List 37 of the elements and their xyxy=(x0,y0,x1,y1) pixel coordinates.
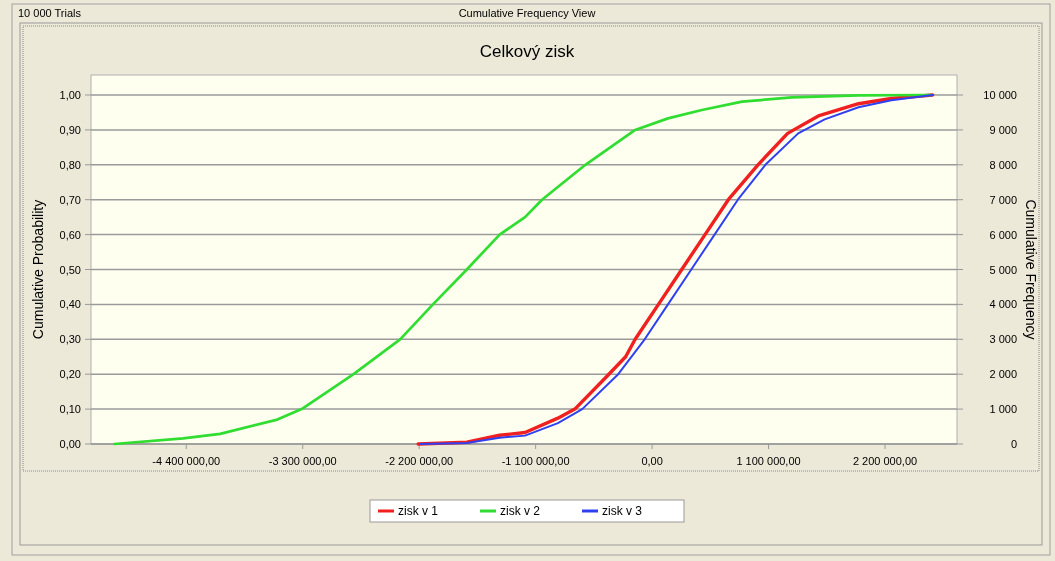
y2-tick-label: 8 000 xyxy=(989,158,1017,171)
y2-tick-label: 0 xyxy=(1010,438,1017,450)
y2-tick-label: 7 000 xyxy=(989,193,1017,206)
legend-label: zisk v 2 xyxy=(500,504,541,518)
x-tick-label: -3 300 000,00 xyxy=(268,455,337,467)
y2-axis-title: Cumulative Frequency xyxy=(1023,199,1039,340)
y-tick-label: 0,00 xyxy=(59,438,81,450)
y-tick-label: 0,30 xyxy=(59,333,81,346)
legend-label: zisk v 1 xyxy=(398,504,439,518)
y-axis-title: Cumulative Probability xyxy=(30,199,46,340)
y2-tick-label: 4 000 xyxy=(989,298,1017,311)
y-tick-label: 0,80 xyxy=(59,158,81,171)
y-tick-label: 0,70 xyxy=(59,193,81,206)
x-tick-label: -2 200 000,00 xyxy=(385,455,454,467)
text: Cumulative Frequency View xyxy=(458,7,596,19)
legend-label: zisk v 3 xyxy=(602,504,643,518)
y-tick-label: 0,10 xyxy=(59,403,81,416)
y-tick-label: 0,50 xyxy=(59,263,81,276)
y2-tick-label: 1 000 xyxy=(989,403,1017,416)
y2-tick-label: 10 000 xyxy=(983,89,1017,101)
y-tick-label: 0,20 xyxy=(59,368,81,381)
y-tick-label: 1,00 xyxy=(59,89,81,101)
y-tick-label: 0,40 xyxy=(59,298,81,311)
x-tick-label: -1 100 000,00 xyxy=(501,455,570,467)
x-tick-label: 2 200 000,00 xyxy=(852,455,918,467)
y2-tick-label: 3 000 xyxy=(989,333,1017,346)
x-tick-label: -4 400 000,00 xyxy=(152,455,221,467)
y-tick-label: 0,90 xyxy=(59,123,81,136)
y2-tick-label: 2 000 xyxy=(989,368,1017,381)
chart-title: Celkový zisk xyxy=(479,42,575,61)
x-tick-label: 1 100 000,00 xyxy=(736,455,801,467)
y2-tick-label: 5 000 xyxy=(989,263,1017,276)
y-tick-label: 0,60 xyxy=(59,228,81,241)
y2-tick-label: 9 000 xyxy=(989,123,1017,136)
text: 10 000 Trials xyxy=(18,7,82,19)
y2-tick-label: 6 000 xyxy=(989,228,1017,241)
x-tick-label: 0,00 xyxy=(641,455,663,467)
